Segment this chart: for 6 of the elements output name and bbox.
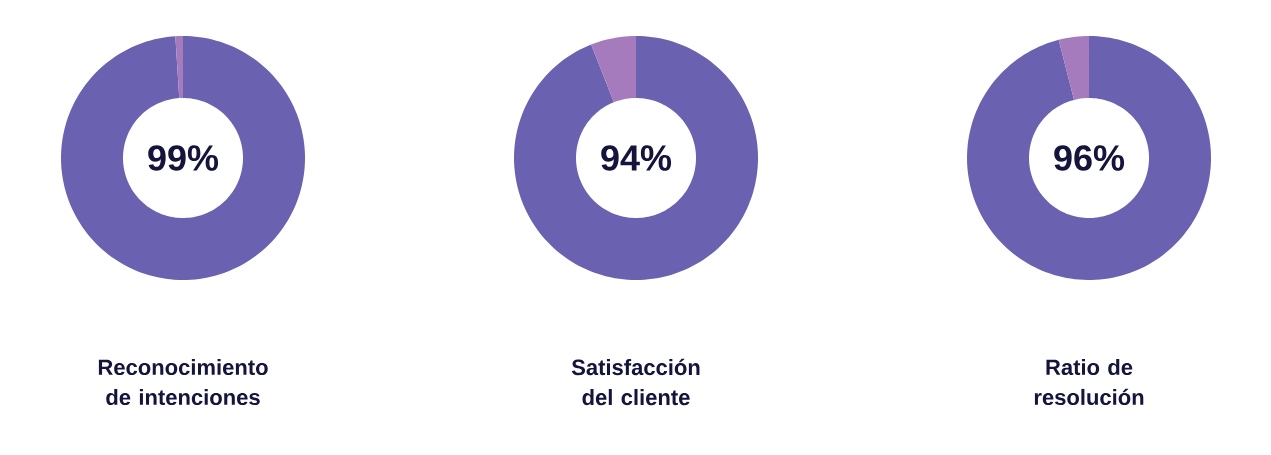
text: Reconocimiento de intenciones xyxy=(98,358,268,406)
text: 96% xyxy=(1054,145,1125,171)
text: 94% xyxy=(601,145,672,171)
text: Satisfacción del cliente xyxy=(571,358,700,406)
text: 99% xyxy=(148,145,219,171)
text: Ratio de resolución xyxy=(1034,358,1144,406)
